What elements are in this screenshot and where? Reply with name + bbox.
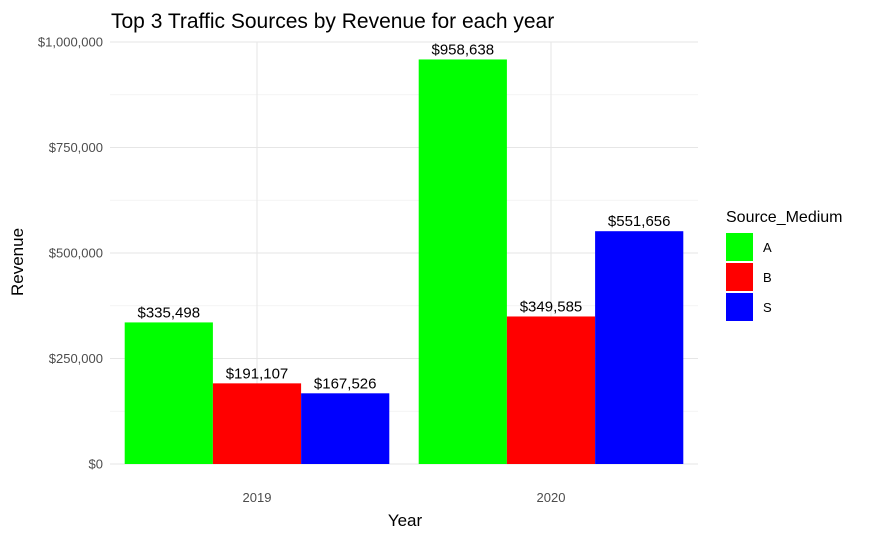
legend-label: B bbox=[763, 270, 772, 285]
x-axis-title: Year bbox=[388, 511, 423, 530]
y-tick-label: $0 bbox=[89, 457, 103, 472]
legend-key-A bbox=[726, 233, 753, 261]
bar-label: $335,498 bbox=[138, 304, 201, 321]
bar-S-2020 bbox=[595, 231, 684, 464]
legend-key-S bbox=[726, 293, 753, 321]
bar-label: $551,656 bbox=[608, 213, 671, 230]
legend: Source_Medium ABS bbox=[726, 209, 843, 321]
legend-label: S bbox=[763, 300, 772, 315]
y-tick-label: $1,000,000 bbox=[38, 35, 103, 50]
x-tick-label: 2020 bbox=[537, 490, 566, 505]
bar-A-2019 bbox=[124, 322, 213, 464]
x-axis-ticks: 2019 2020 bbox=[243, 490, 566, 505]
x-tick-label: 2019 bbox=[243, 490, 272, 505]
y-tick-label: $500,000 bbox=[49, 246, 103, 261]
bar-label: $958,638 bbox=[432, 41, 495, 58]
y-axis-title: Revenue bbox=[8, 228, 27, 296]
bar-S-2019 bbox=[301, 393, 390, 464]
legend-items: ABS bbox=[726, 233, 772, 321]
bar-label: $167,526 bbox=[314, 375, 377, 392]
legend-key-B bbox=[726, 263, 753, 291]
bar-label: $191,107 bbox=[226, 365, 289, 382]
bar-B-2019 bbox=[212, 383, 302, 464]
y-tick-label: $250,000 bbox=[49, 351, 103, 366]
bars bbox=[124, 59, 684, 464]
bar-A-2020 bbox=[418, 59, 507, 464]
legend-title: Source_Medium bbox=[726, 209, 843, 226]
chart-title: Top 3 Traffic Sources by Revenue for eac… bbox=[111, 10, 554, 33]
y-axis-ticks: $0 $250,000 $500,000 $750,000 $1,000,000 bbox=[38, 35, 103, 472]
y-tick-label: $750,000 bbox=[49, 140, 103, 155]
bar-B-2020 bbox=[506, 316, 596, 464]
bar-label: $349,585 bbox=[520, 298, 583, 315]
legend-label: A bbox=[763, 240, 772, 255]
bar-labels: $335,498 $191,107 $167,526 $958,638 $349,585… bbox=[138, 41, 671, 392]
